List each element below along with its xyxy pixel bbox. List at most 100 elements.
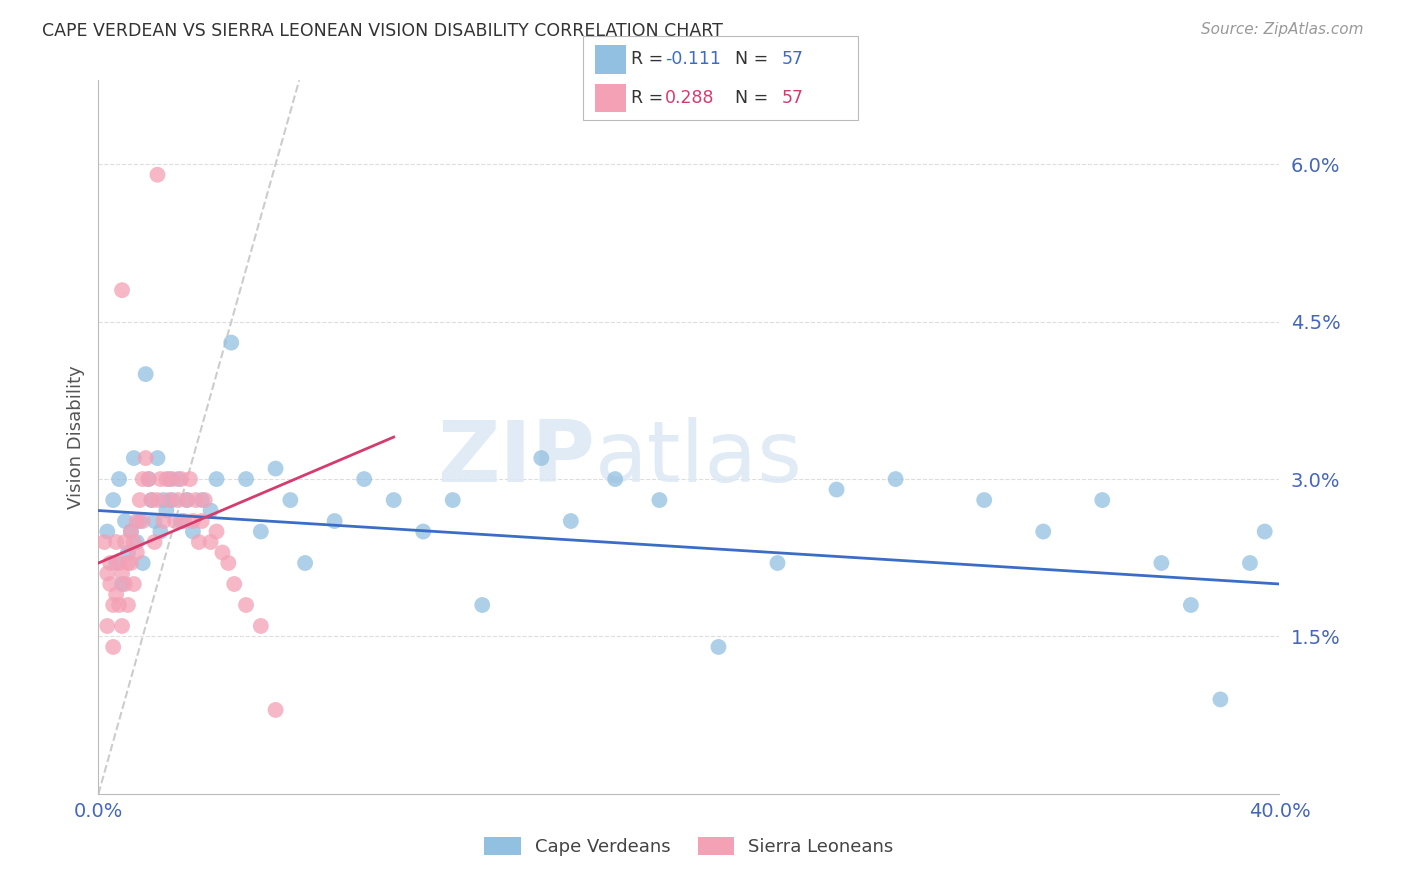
- Point: [530, 451, 553, 466]
- Point: [122, 451, 145, 466]
- Point: [141, 493, 163, 508]
- Point: [1254, 524, 1277, 539]
- Legend: Cape Verdeans, Sierra Leoneans: Cape Verdeans, Sierra Leoneans: [477, 830, 901, 863]
- Point: [117, 598, 139, 612]
- Point: [132, 514, 155, 528]
- Point: [294, 556, 316, 570]
- Text: R =: R =: [631, 50, 669, 68]
- Point: [264, 461, 287, 475]
- Point: [176, 493, 198, 508]
- Point: [884, 472, 907, 486]
- Point: [1032, 524, 1054, 539]
- Point: [105, 535, 128, 549]
- Point: [117, 556, 139, 570]
- Point: [132, 556, 155, 570]
- Point: [111, 283, 134, 297]
- Point: [162, 493, 183, 508]
- Point: [181, 524, 204, 539]
- Point: [105, 587, 128, 601]
- Point: [211, 545, 233, 559]
- Point: [122, 577, 145, 591]
- Point: [1209, 692, 1232, 706]
- Point: [143, 514, 166, 528]
- Point: [187, 535, 209, 549]
- Point: [412, 524, 434, 539]
- Point: [98, 556, 121, 570]
- Point: [179, 472, 201, 486]
- Y-axis label: Vision Disability: Vision Disability: [66, 365, 84, 509]
- Point: [149, 472, 172, 486]
- Point: [141, 493, 163, 508]
- Point: [125, 535, 148, 549]
- Point: [114, 535, 136, 549]
- Point: [155, 503, 177, 517]
- Point: [111, 577, 134, 591]
- Point: [224, 577, 246, 591]
- Point: [205, 472, 228, 486]
- Point: [766, 556, 789, 570]
- Point: [103, 598, 125, 612]
- Text: 0.288: 0.288: [665, 89, 714, 107]
- Point: [1180, 598, 1202, 612]
- Point: [191, 493, 214, 508]
- Point: [155, 472, 177, 486]
- Point: [135, 451, 157, 466]
- Point: [143, 535, 166, 549]
- Point: [560, 514, 582, 528]
- Point: [114, 577, 136, 591]
- Point: [120, 556, 142, 570]
- Text: N =: N =: [724, 50, 773, 68]
- Point: [111, 619, 134, 633]
- Point: [323, 514, 346, 528]
- Point: [128, 493, 150, 508]
- Point: [152, 493, 174, 508]
- Point: [105, 556, 128, 570]
- Point: [250, 524, 273, 539]
- Point: [111, 566, 134, 581]
- Text: Source: ZipAtlas.com: Source: ZipAtlas.com: [1201, 22, 1364, 37]
- Point: [135, 367, 157, 381]
- Point: [353, 472, 375, 486]
- Point: [264, 703, 287, 717]
- Point: [138, 472, 160, 486]
- Point: [170, 514, 193, 528]
- Point: [146, 168, 169, 182]
- Point: [120, 524, 142, 539]
- Point: [1091, 493, 1114, 508]
- Text: R =: R =: [631, 89, 669, 107]
- Point: [217, 556, 239, 570]
- Point: [1150, 556, 1173, 570]
- Point: [973, 493, 995, 508]
- Point: [825, 483, 848, 497]
- Point: [128, 514, 150, 528]
- Point: [146, 451, 169, 466]
- Text: ZIP: ZIP: [437, 417, 595, 500]
- Point: [93, 535, 115, 549]
- Point: [146, 493, 169, 508]
- Text: CAPE VERDEAN VS SIERRA LEONEAN VISION DISABILITY CORRELATION CHART: CAPE VERDEAN VS SIERRA LEONEAN VISION DI…: [42, 22, 723, 40]
- Point: [167, 493, 190, 508]
- Point: [157, 472, 180, 486]
- Point: [194, 493, 217, 508]
- Point: [96, 619, 118, 633]
- Point: [191, 514, 214, 528]
- Point: [125, 514, 148, 528]
- Point: [120, 524, 142, 539]
- Point: [173, 514, 195, 528]
- Point: [205, 524, 228, 539]
- Text: 57: 57: [782, 50, 804, 68]
- Point: [149, 524, 172, 539]
- Point: [176, 493, 198, 508]
- Point: [132, 472, 155, 486]
- Point: [1239, 556, 1261, 570]
- Point: [152, 514, 174, 528]
- Point: [648, 493, 671, 508]
- Point: [98, 577, 121, 591]
- Text: N =: N =: [724, 89, 773, 107]
- Point: [157, 493, 180, 508]
- Point: [200, 503, 222, 517]
- Point: [165, 514, 187, 528]
- Point: [707, 640, 730, 654]
- Point: [122, 535, 145, 549]
- Point: [280, 493, 302, 508]
